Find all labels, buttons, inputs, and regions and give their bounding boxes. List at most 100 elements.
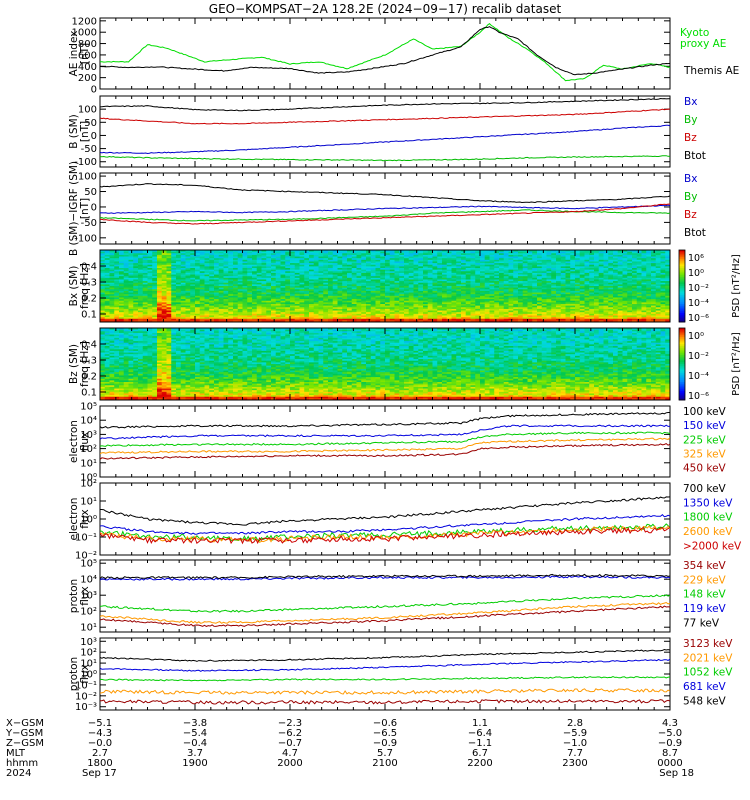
heatmap-cell bbox=[342, 286, 348, 289]
heatmap-cell bbox=[560, 266, 566, 269]
heatmap-cell bbox=[399, 299, 405, 302]
heatmap-cell bbox=[408, 318, 414, 321]
heatmap-cell bbox=[119, 315, 125, 318]
heatmap-cell bbox=[389, 251, 395, 254]
heatmap-cell bbox=[404, 272, 410, 275]
heatmap-cell bbox=[351, 289, 357, 292]
heatmap-cell bbox=[603, 284, 609, 287]
heatmap-cell bbox=[252, 302, 258, 305]
heatmap-cell bbox=[237, 307, 243, 310]
heatmap-cell bbox=[556, 266, 562, 269]
heatmap-cell bbox=[247, 308, 253, 311]
heatmap-cell bbox=[133, 286, 139, 289]
heatmap-cell bbox=[195, 297, 201, 300]
heatmap-cell bbox=[584, 269, 590, 272]
heatmap-cell bbox=[318, 287, 324, 290]
heatmap-cell bbox=[328, 289, 334, 292]
heatmap-cell bbox=[518, 251, 524, 254]
heatmap-cell bbox=[280, 308, 286, 311]
heatmap-cell bbox=[247, 264, 253, 267]
heatmap-cell bbox=[161, 276, 167, 279]
heatmap-cell bbox=[228, 297, 234, 300]
heatmap-cell bbox=[199, 290, 205, 293]
heatmap-cell bbox=[328, 317, 334, 320]
heatmap-cell bbox=[499, 251, 505, 254]
heatmap-cell bbox=[204, 271, 210, 274]
heatmap-cell bbox=[104, 277, 110, 280]
heatmap-cell bbox=[290, 281, 296, 284]
heatmap-cell bbox=[475, 318, 481, 321]
heatmap-cell bbox=[228, 286, 234, 289]
heatmap-cell bbox=[394, 251, 400, 254]
heatmap-cell bbox=[380, 318, 386, 321]
heatmap-cell bbox=[161, 256, 167, 259]
heatmap-cell bbox=[356, 268, 362, 271]
heatmap-cell bbox=[228, 287, 234, 290]
heatmap-cell bbox=[114, 251, 120, 254]
heatmap-cell bbox=[603, 258, 609, 261]
heatmap-cell bbox=[228, 289, 234, 292]
heatmap-cell bbox=[470, 264, 476, 267]
heatmap-cell bbox=[494, 261, 500, 264]
heatmap-cell bbox=[299, 297, 305, 300]
heatmap-cell bbox=[518, 284, 524, 287]
heatmap-cell bbox=[494, 274, 500, 277]
heatmap-cell bbox=[209, 308, 215, 311]
heatmap-cell bbox=[176, 268, 182, 271]
heatmap-cell bbox=[114, 310, 120, 313]
heatmap-cell bbox=[442, 250, 448, 253]
heatmap-cell bbox=[242, 315, 248, 318]
heatmap-cell bbox=[432, 312, 438, 315]
heatmap-cell bbox=[214, 315, 220, 318]
heatmap-cell bbox=[199, 318, 205, 321]
heatmap-cell bbox=[190, 299, 196, 302]
heatmap-cell bbox=[199, 253, 205, 256]
heatmap-cell bbox=[594, 297, 600, 300]
heatmap-cell bbox=[223, 315, 229, 318]
heatmap-cell bbox=[399, 274, 405, 277]
heatmap-cell bbox=[337, 274, 343, 277]
heatmap-cell bbox=[594, 287, 600, 290]
heatmap-cell bbox=[437, 263, 443, 266]
heatmap-cell bbox=[342, 307, 348, 310]
heatmap-cell bbox=[166, 310, 172, 313]
heatmap-cell bbox=[465, 308, 471, 311]
heatmap-cell bbox=[584, 272, 590, 275]
heatmap-cell bbox=[337, 256, 343, 259]
heatmap-cell bbox=[565, 318, 571, 321]
heatmap-cell bbox=[180, 251, 186, 254]
heatmap-cell bbox=[451, 253, 457, 256]
heatmap-cell bbox=[556, 272, 562, 275]
heatmap-cell bbox=[579, 268, 585, 271]
heatmap-cell bbox=[138, 268, 144, 271]
heatmap-cell bbox=[123, 307, 129, 310]
heatmap-cell bbox=[598, 284, 604, 287]
heatmap-cell bbox=[527, 295, 533, 298]
heatmap-cell bbox=[285, 304, 291, 307]
heatmap-cell bbox=[546, 272, 552, 275]
heatmap-cell bbox=[123, 284, 129, 287]
heatmap-cell bbox=[446, 253, 452, 256]
heatmap-cell bbox=[541, 318, 547, 321]
heatmap-cell bbox=[456, 286, 462, 289]
heatmap-cell bbox=[508, 258, 514, 261]
heatmap-cell bbox=[171, 305, 177, 308]
heatmap-cell bbox=[190, 297, 196, 300]
heatmap-cell bbox=[351, 312, 357, 315]
heatmap-cell bbox=[123, 282, 129, 285]
heatmap-cell bbox=[370, 302, 376, 305]
heatmap-cell bbox=[527, 308, 533, 311]
heatmap-cell bbox=[380, 277, 386, 280]
heatmap-cell bbox=[366, 274, 372, 277]
heatmap-cell bbox=[119, 302, 125, 305]
heatmap-cell bbox=[128, 317, 134, 320]
heatmap-cell bbox=[361, 320, 367, 323]
heatmap-cell bbox=[275, 259, 281, 262]
heatmap-cell bbox=[489, 259, 495, 262]
heatmap-cell bbox=[508, 313, 514, 316]
heatmap-cell bbox=[237, 250, 243, 253]
heatmap-cell bbox=[218, 313, 224, 316]
heatmap-cell bbox=[199, 271, 205, 274]
heatmap-cell bbox=[337, 250, 343, 253]
heatmap-cell bbox=[185, 310, 191, 313]
